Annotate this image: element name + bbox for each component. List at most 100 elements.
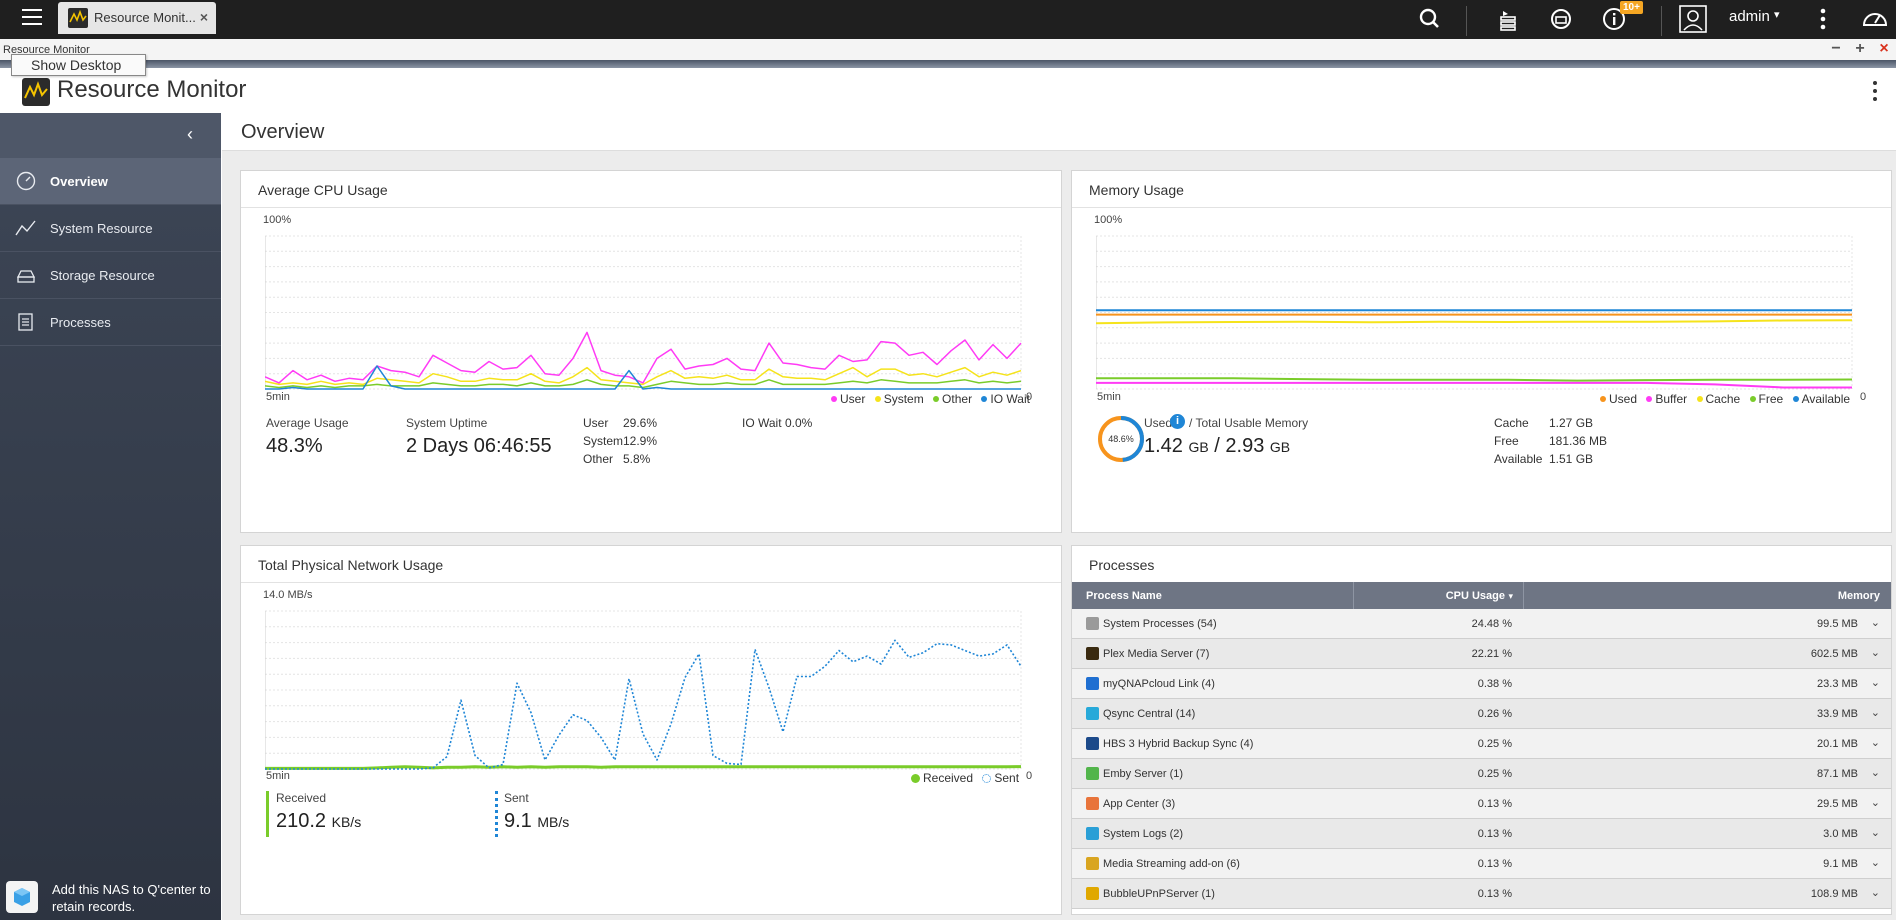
memory-usage-panel: Memory Usage 100% 5min 0 Used Buffer Cac… <box>1071 170 1892 533</box>
ring-value: 48.6% <box>1108 434 1134 444</box>
chevron-down-icon[interactable]: ⌄ <box>1870 887 1880 899</box>
table-row[interactable]: System Processes (54) 24.48 % 99.5 MB ⌄ <box>1072 609 1891 639</box>
process-name: HBS 3 Hybrid Backup Sync (4) <box>1103 738 1254 750</box>
process-icon <box>1086 647 1099 660</box>
more-options-icon[interactable] <box>1808 4 1838 34</box>
series-line-io-wait <box>265 365 1021 390</box>
chevron-down-icon[interactable]: ▾ <box>1774 9 1780 21</box>
sidebar-item-system-resource[interactable]: System Resource <box>0 205 221 252</box>
sidebar-item-label: Overview <box>50 174 108 189</box>
table-row[interactable]: Qsync Central (14) 0.26 % 33.9 MB ⌄ <box>1072 699 1891 729</box>
free-label: Free <box>1494 434 1519 448</box>
sidebar-item-storage-resource[interactable]: Storage Resource <box>0 252 221 299</box>
series-line-free <box>1096 377 1853 382</box>
chevron-down-icon[interactable]: ⌄ <box>1870 857 1880 869</box>
sidebar-item-overview[interactable]: Overview <box>0 158 221 205</box>
user-name[interactable]: admin <box>1729 8 1770 25</box>
legend-dot <box>1749 396 1756 403</box>
system-uptime-label: System Uptime <box>406 416 488 430</box>
legend-label: Used <box>1609 392 1638 406</box>
legend-label: User <box>840 392 866 406</box>
table-row[interactable]: System Logs (2) 0.13 % 3.0 MB ⌄ <box>1072 819 1891 849</box>
process-name: Emby Server (1) <box>1103 768 1184 780</box>
legend-item-used: Used <box>1594 392 1637 406</box>
sidebar: ‹ Overview System Resource Storage Resou… <box>0 113 221 920</box>
legend-item-available: Available <box>1787 392 1850 406</box>
window-title-bar: Resource Monitor − + × <box>0 39 1896 60</box>
process-icon <box>1086 797 1099 810</box>
chevron-down-icon[interactable]: ⌄ <box>1870 707 1880 719</box>
table-row[interactable]: myQNAPcloud Link (4) 0.38 % 23.3 MB ⌄ <box>1072 669 1891 699</box>
dashboard-icon[interactable] <box>1860 4 1890 34</box>
chevron-down-icon[interactable]: ⌄ <box>1870 797 1880 809</box>
chevron-down-icon[interactable]: ⌄ <box>1870 827 1880 839</box>
page-title: Overview <box>241 121 325 143</box>
received-label: Received <box>276 791 327 805</box>
chevron-down-icon[interactable]: ⌄ <box>1870 677 1880 689</box>
process-name: myQNAPcloud Link (4) <box>1103 678 1215 690</box>
close-button[interactable]: × <box>1879 40 1889 57</box>
main-menu-button[interactable] <box>20 4 48 34</box>
ring-fill <box>1098 416 1144 462</box>
x-axis-end-label: 0 <box>1026 770 1033 782</box>
minimize-button[interactable]: − <box>1831 40 1841 57</box>
legend-item-sent: Sent <box>976 771 1019 785</box>
process-icon <box>1086 677 1099 690</box>
column-header-memory[interactable]: Memory <box>1837 590 1880 602</box>
table-row[interactable]: HBS 3 Hybrid Backup Sync (4) 0.25 % 20.1 M… <box>1072 729 1891 759</box>
legend-label: Sent <box>994 771 1020 785</box>
process-name: Qsync Central (14) <box>1103 708 1196 720</box>
sidebar-item-label: System Resource <box>50 221 153 236</box>
table-row[interactable]: Plex Media Server (7) 22.21 % 602.5 MB ⌄ <box>1072 639 1891 669</box>
background-tasks-icon[interactable] <box>1493 4 1523 34</box>
sidebar-collapse-button[interactable]: ‹ <box>0 113 221 158</box>
chevron-down-icon[interactable]: ⌄ <box>1870 617 1880 629</box>
process-name: System Logs (2) <box>1103 828 1184 840</box>
chevron-down-icon[interactable]: ⌄ <box>1870 737 1880 749</box>
column-header-cpu-usage[interactable]: CPU Usage <box>1445 590 1505 602</box>
table-row[interactable]: App Center (3) 0.13 % 29.5 MB ⌄ <box>1072 789 1891 819</box>
app-tab-resource-monitor[interactable]: Resource Monit... × <box>58 2 216 34</box>
legend-item-received: Received <box>905 771 973 785</box>
cpu-chart <box>265 235 1022 390</box>
panel-title: Processes <box>1089 557 1155 573</box>
y-axis-max-label: 100% <box>263 214 292 226</box>
process-memory: 29.5 MB <box>1817 798 1858 810</box>
legend-dot <box>981 396 988 403</box>
cache-value: 1.27 GB <box>1549 416 1594 430</box>
sidebar-item-processes[interactable]: Processes <box>0 299 221 346</box>
chevron-left-icon[interactable]: ‹ <box>187 124 193 144</box>
process-memory: 3.0 MB <box>1823 828 1858 840</box>
process-cpu-usage: 0.26 % <box>1477 708 1512 720</box>
search-icon[interactable] <box>1415 4 1445 34</box>
process-cpu-usage: 0.38 % <box>1477 678 1512 690</box>
info-icon[interactable]: i <box>1170 414 1185 429</box>
legend-label: Cache <box>1705 392 1741 406</box>
system-label: System <box>583 434 624 448</box>
network-usage-panel: Total Physical Network Usage 14.0 MB/s 5… <box>240 545 1062 915</box>
received-indicator <box>266 791 269 837</box>
x-axis-start-label: 5min <box>266 391 290 403</box>
table-row[interactable]: Emby Server (1) 0.25 % 87.1 MB ⌄ <box>1072 759 1891 789</box>
legend-label: Received <box>923 771 974 785</box>
app-more-options-icon[interactable] <box>1872 80 1878 102</box>
column-header-process-name[interactable]: Process Name <box>1086 590 1162 602</box>
tab-close-icon[interactable]: × <box>199 9 208 25</box>
sent-value: 9.1 <box>504 810 532 832</box>
table-row[interactable]: BubbleUPnPServer (1) 0.13 % 108.9 MB ⌄ <box>1072 879 1891 909</box>
legend-dot <box>1792 396 1799 403</box>
chevron-down-icon[interactable]: ⌄ <box>1870 647 1880 659</box>
qcenter-promo[interactable]: Add this NAS to Q'center to retain recor… <box>6 879 216 917</box>
maximize-button[interactable]: + <box>1855 40 1865 57</box>
legend-dot <box>1600 396 1606 403</box>
legend-dot <box>831 396 837 403</box>
x-axis-start-label: 5min <box>266 770 290 782</box>
table-row[interactable]: Media Streaming add-on (6) 0.13 % 9.1 MB ⌄ <box>1072 849 1891 879</box>
legend-item-system: System <box>869 392 924 406</box>
notifications-icon[interactable] <box>1599 4 1629 34</box>
external-devices-icon[interactable] <box>1546 4 1576 34</box>
chevron-down-icon[interactable]: ⌄ <box>1870 767 1880 779</box>
used-label: Used <box>1144 416 1173 430</box>
process-icon <box>1086 707 1099 720</box>
user-avatar-icon[interactable] <box>1678 4 1708 34</box>
